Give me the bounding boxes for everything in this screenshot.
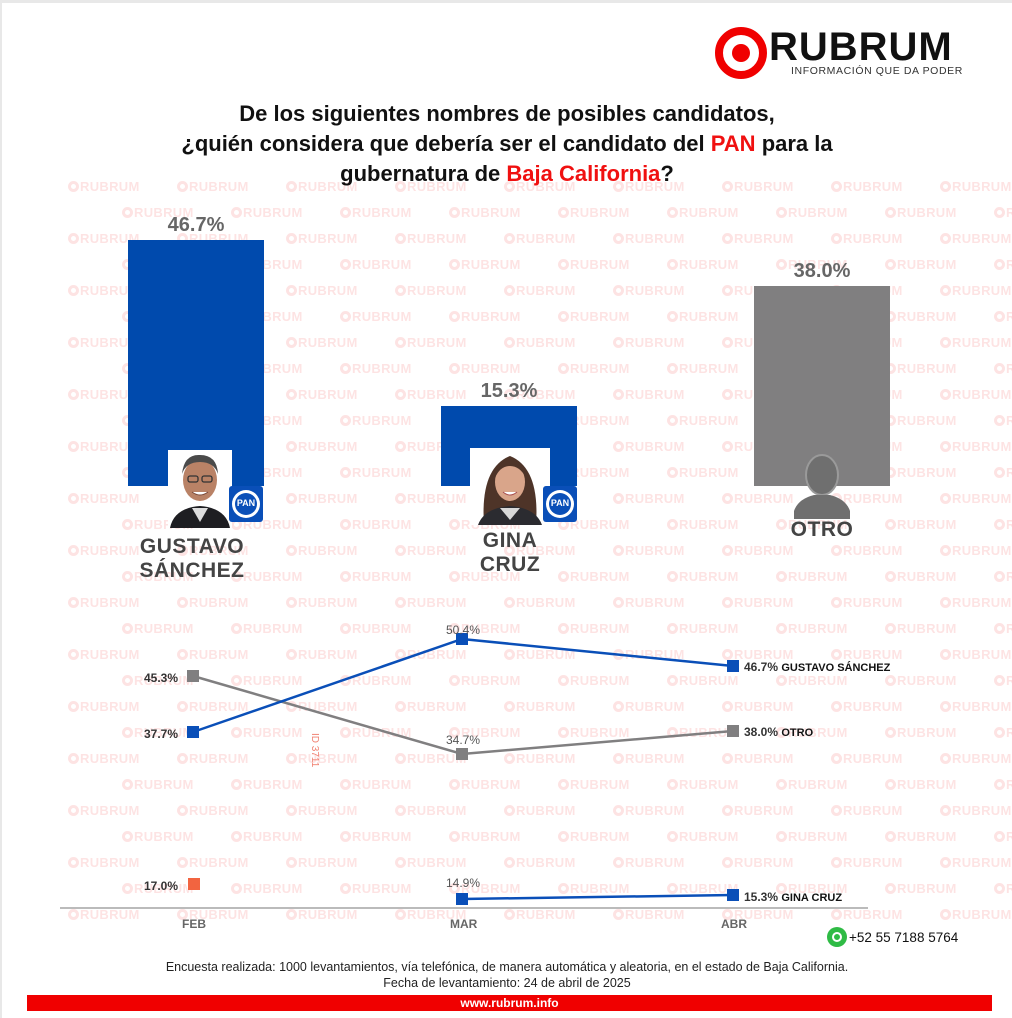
label-gina-mar: 14.9% (446, 876, 481, 890)
trend-line-chart (60, 633, 868, 909)
bar-otro (754, 286, 890, 486)
title-text: ¿quién considera que debería ser el cand… (181, 131, 711, 156)
series-name-gustavo: GUSTAVO SÁNCHEZ (781, 662, 891, 674)
question-title-line3: gubernatura de Baja California? (42, 159, 972, 189)
marker-gina-mar (456, 893, 468, 905)
legend-gustavo: 46.7% GUSTAVO SÁNCHEZ (744, 660, 890, 674)
series-name-otro: OTRO (781, 727, 814, 739)
gina-cruz-photo (470, 448, 550, 525)
pan-party-logo: PAN (543, 486, 577, 522)
logo-tagline: INFORMACIÓN QUE DA PODER (791, 65, 963, 77)
legend-gina: 15.3% GINA CRUZ (744, 890, 842, 904)
marker-gustavo-mar (456, 633, 468, 645)
generic-person-silhouette (792, 453, 852, 519)
name-line: GUSTAVO (139, 535, 245, 558)
candidate-name-gina: GINA CRUZ (422, 529, 598, 577)
bar-value-otro: 38.0% (793, 260, 851, 282)
series-line-gustavo (192, 637, 734, 734)
title-text: gubernatura de (340, 161, 507, 186)
methodology-note: Encuesta realizada: 1000 levantamientos,… (165, 960, 849, 974)
bar-gustavo (128, 240, 264, 486)
website-banner: www.rubrum.info (27, 995, 992, 1011)
whatsapp-icon (827, 927, 847, 947)
title-text: ? (660, 161, 674, 186)
candidate-name-otro: OTRO (752, 518, 892, 542)
label-gustavo-feb: 37.7% (144, 727, 179, 741)
x-tick-abr: ABR (721, 917, 747, 931)
title-text: para la (755, 131, 833, 156)
portrait-man-icon (168, 450, 232, 528)
label-gustavo-mar: 50.4% (446, 623, 481, 637)
marker-gustavo-feb (187, 726, 199, 738)
target-logo-icon (715, 27, 767, 79)
label-otro-feb: 45.3% (144, 671, 179, 685)
portrait-woman-icon (470, 448, 550, 525)
label-gina-abr: 15.3% (744, 890, 779, 904)
infographic-canvas: RUBRUM RUBRUM RUBRUM RUBRUM RUBRUM RUBRUM RUBR… (2, 3, 1012, 1018)
candidate-name-gustavo: GUSTAVO SÁNCHEZ (102, 535, 282, 583)
title-highlight-pan: PAN (710, 131, 756, 156)
label-otro-mar: 34.7% (446, 733, 481, 747)
id-tag: ID 3711 (309, 733, 320, 768)
pan-party-logo: PAN (229, 486, 263, 522)
x-tick-feb: FEB (182, 917, 206, 931)
name-line: OTRO (790, 518, 854, 541)
person-silhouette-icon (794, 454, 850, 519)
label-gustavo-abr: 46.7% (744, 660, 779, 674)
legend-otro: 38.0% OTRO (744, 725, 813, 739)
name-line: GINA (482, 529, 538, 552)
contact-phone: +52 55 7188 5764 (827, 927, 958, 947)
marker-otro-mar (456, 748, 468, 760)
rubrum-logo: RUBRUM INFORMACIÓN QUE DA PODER (715, 25, 987, 81)
marker-otro-feb (187, 670, 199, 682)
marker-gina-feb (188, 878, 200, 890)
bar-value-gina: 15.3% (480, 380, 538, 402)
series-line-gina (461, 893, 734, 901)
question-title-line2: ¿quién considera que debería ser el cand… (42, 129, 972, 159)
phone-number: +52 55 7188 5764 (849, 930, 959, 945)
question-title-line1: De los siguientes nombres de posibles ca… (239, 101, 775, 126)
survey-date: Fecha de levantamiento: 24 de abril de 2… (383, 976, 631, 990)
gustavo-sanchez-photo (168, 450, 232, 528)
marker-otro-abr (727, 725, 739, 737)
bar-value-gustavo: 46.7% (167, 214, 225, 236)
name-line: CRUZ (479, 553, 541, 576)
title-highlight-state: Baja California (506, 161, 661, 186)
marker-gina-abr (727, 889, 739, 901)
series-name-gina: GINA CRUZ (781, 892, 843, 904)
label-otro-abr: 38.0% (744, 725, 779, 739)
marker-gustavo-abr (727, 660, 739, 672)
logo-wordmark: RUBRUM (769, 25, 953, 69)
x-tick-mar: MAR (450, 917, 478, 931)
label-gina-feb: 17.0% (144, 879, 179, 893)
name-line: SÁNCHEZ (139, 559, 245, 582)
